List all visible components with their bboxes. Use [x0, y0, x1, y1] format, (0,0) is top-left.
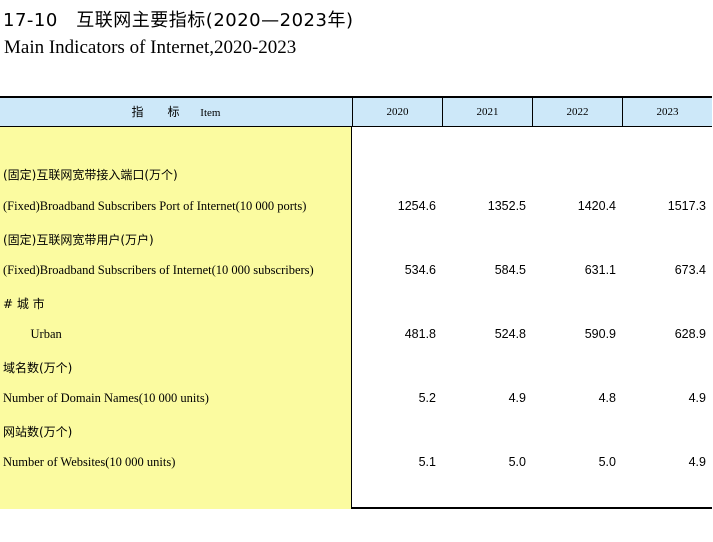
header-year-2023: 2023	[622, 98, 712, 126]
cell-value: 584.5	[494, 263, 526, 277]
header-year-2020: 2020	[352, 98, 442, 126]
cell-value: 4.9	[688, 455, 706, 469]
indicator-stub-column	[0, 127, 352, 509]
indicators-table: 指 标 Item 2020 2021 2022 2023 (固定)互联网宽带接入…	[0, 96, 712, 509]
row-label-cn: (固定)互联网宽带用户(万户)	[3, 233, 154, 247]
row-label-en: Urban	[18, 327, 62, 341]
cell-value: 631.1	[584, 263, 616, 277]
table-header: 指 标 Item 2020 2021 2022 2023	[0, 98, 712, 127]
row-label-en: (Fixed)Broadband Subscribers of Internet…	[3, 263, 314, 277]
row-label-cn: 网站数(万个)	[3, 425, 73, 439]
cell-value: 481.8	[404, 327, 436, 341]
cell-value: 1517.3	[667, 199, 706, 213]
row-label-en: (Fixed)Broadband Subscribers Port of Int…	[3, 199, 307, 213]
cell-value: 1420.4	[577, 199, 616, 213]
cell-value: 628.9	[674, 327, 706, 341]
row-label-en: Number of Domain Names(10 000 units)	[3, 391, 209, 405]
cell-value: 4.9	[508, 391, 526, 405]
header-indicator-cn: 指 标	[131, 105, 186, 119]
row-label-cn: # 城 市	[3, 297, 45, 311]
row-label-cn: 域名数(万个)	[3, 361, 73, 375]
row-label-en: Number of Websites(10 000 units)	[3, 455, 176, 469]
cell-value: 4.9	[688, 391, 706, 405]
cell-value: 1254.6	[397, 199, 436, 213]
cell-value: 590.9	[584, 327, 616, 341]
cell-value: 5.0	[598, 455, 616, 469]
cell-value: 673.4	[674, 263, 706, 277]
cell-value: 524.8	[494, 327, 526, 341]
cell-value: 534.6	[404, 263, 436, 277]
row-label-cn: (固定)互联网宽带接入端口(万个)	[3, 168, 178, 182]
header-indicator: 指 标 Item	[0, 98, 352, 126]
table-title-chinese: 17-10 互联网主要指标(2020—2023年)	[3, 10, 354, 31]
table-title-english: Main Indicators of Internet,2020-2023	[4, 37, 297, 58]
cell-value: 5.2	[418, 391, 436, 405]
cell-value: 4.8	[598, 391, 616, 405]
header-indicator-en: Item	[200, 107, 221, 119]
cell-value: 1352.5	[487, 199, 526, 213]
cell-value: 5.1	[418, 455, 436, 469]
header-year-2022: 2022	[532, 98, 622, 126]
header-year-2021: 2021	[442, 98, 532, 126]
cell-value: 5.0	[508, 455, 526, 469]
